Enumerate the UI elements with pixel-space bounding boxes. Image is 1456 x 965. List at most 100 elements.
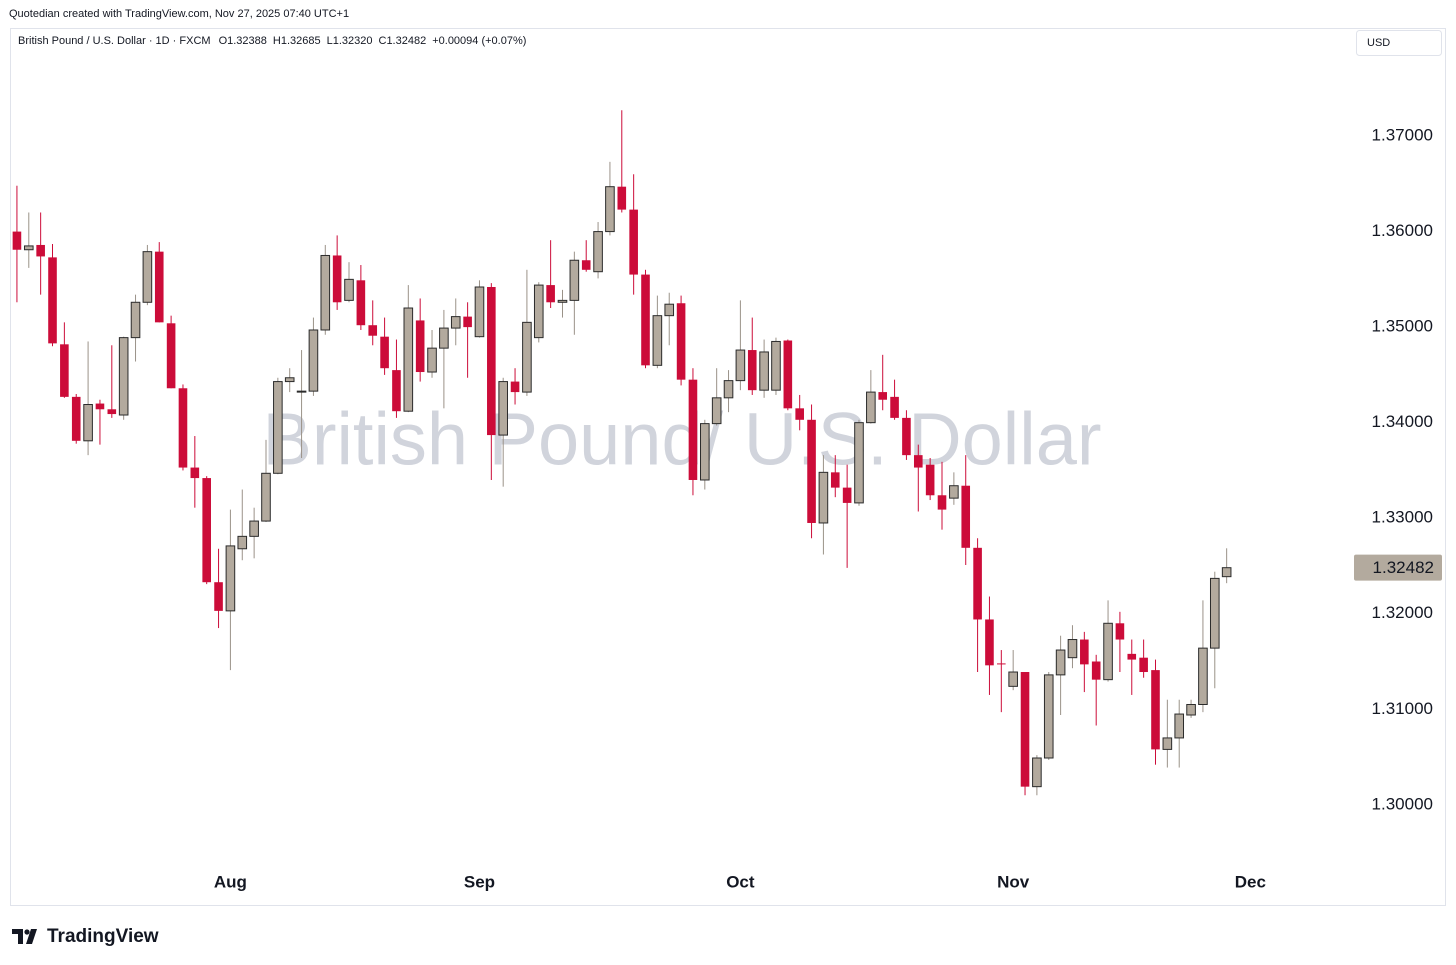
candle-body bbox=[557, 299, 568, 303]
candle-body bbox=[427, 347, 437, 373]
legend-value: O1.32388 bbox=[219, 35, 267, 47]
watermark: British Pound/ U.S. Dollar bbox=[262, 398, 1101, 481]
y-tick-label: 1.36000 bbox=[1372, 221, 1433, 240]
y-tick-label: 1.33000 bbox=[1372, 508, 1433, 527]
candle-body bbox=[296, 390, 307, 393]
candle-body bbox=[997, 663, 1006, 665]
candle-body bbox=[854, 422, 864, 504]
credit: Quotedian created with TradingView.com, … bbox=[9, 8, 349, 20]
logo-text: TradingView bbox=[47, 926, 159, 947]
candle-body bbox=[95, 403, 105, 410]
y-tick-label: 1.35000 bbox=[1372, 317, 1433, 336]
candle-body bbox=[1162, 737, 1173, 750]
candle-body bbox=[60, 344, 69, 397]
candle-body bbox=[1080, 639, 1089, 665]
ohlc-legend: O1.32388 H1.32685 L1.32320 C1.32482 +0.00094… bbox=[219, 35, 527, 47]
candle-body bbox=[23, 245, 34, 251]
candle-body bbox=[1198, 647, 1208, 705]
candle-body bbox=[474, 286, 485, 338]
candle-body bbox=[439, 327, 449, 349]
candle-body bbox=[878, 392, 888, 400]
x-tick-label: Dec bbox=[1235, 872, 1266, 891]
candle-body bbox=[225, 545, 236, 612]
candle-body bbox=[652, 315, 663, 366]
logo: TradingView bbox=[12, 926, 159, 947]
candle-body bbox=[487, 286, 496, 436]
candle-body bbox=[320, 254, 331, 331]
y-tick-label: 1.34000 bbox=[1372, 412, 1433, 431]
candle-body bbox=[107, 409, 117, 415]
candle-body bbox=[154, 251, 164, 323]
candle-body bbox=[759, 351, 769, 391]
candle-body bbox=[807, 419, 816, 523]
candle-body bbox=[641, 274, 650, 366]
legend-value: +0.00094 (+0.07%) bbox=[432, 35, 526, 47]
candle-body bbox=[581, 260, 591, 270]
candle-body bbox=[308, 329, 319, 392]
candle-body bbox=[546, 285, 555, 303]
candle-body bbox=[569, 259, 580, 301]
candle-body bbox=[961, 485, 971, 548]
candle-body bbox=[890, 396, 899, 418]
candle-body bbox=[415, 320, 425, 373]
candle-body bbox=[1186, 703, 1196, 716]
chart-frame bbox=[10, 28, 1446, 906]
candle-body bbox=[902, 417, 911, 456]
currency-button[interactable] bbox=[1356, 30, 1442, 56]
candle-body bbox=[688, 379, 698, 480]
candle-body bbox=[344, 278, 354, 301]
candle-body bbox=[1032, 757, 1042, 788]
candle-body bbox=[617, 186, 627, 210]
y-tick-label: 1.31000 bbox=[1372, 699, 1433, 718]
candle-body bbox=[392, 370, 401, 412]
x-tick-label: Nov bbox=[997, 872, 1030, 891]
logo-icon bbox=[12, 929, 37, 944]
candle-body bbox=[830, 472, 840, 488]
x-tick-label: Aug bbox=[214, 872, 247, 891]
candle-body bbox=[842, 487, 852, 503]
candle-body bbox=[605, 186, 615, 233]
logo-dot bbox=[24, 929, 30, 935]
candle-body bbox=[261, 472, 271, 522]
candle-body bbox=[593, 231, 603, 273]
candle-body bbox=[1020, 672, 1030, 787]
candle-body bbox=[676, 303, 686, 380]
candle-body bbox=[866, 391, 876, 424]
candle-body bbox=[118, 337, 129, 416]
last-price-label: 1.32482 bbox=[1373, 558, 1434, 577]
candle-body bbox=[985, 619, 994, 666]
candle-body bbox=[368, 325, 378, 336]
candle-body bbox=[332, 255, 342, 303]
candle-body bbox=[1174, 713, 1185, 739]
candle-body bbox=[1221, 567, 1232, 578]
candle-body bbox=[36, 244, 45, 257]
candle-body bbox=[522, 321, 532, 393]
candle-body bbox=[1067, 639, 1078, 659]
candle-body bbox=[925, 464, 935, 496]
candle-body bbox=[795, 408, 804, 420]
candle-body bbox=[949, 485, 959, 499]
candle-body bbox=[450, 316, 461, 329]
currency-label[interactable]: USD bbox=[1367, 37, 1390, 49]
candle-body bbox=[237, 535, 248, 550]
candle-body bbox=[356, 280, 366, 326]
candle-body bbox=[771, 340, 781, 391]
candle-body bbox=[284, 377, 295, 383]
candle-body bbox=[711, 397, 722, 425]
candle-body bbox=[1043, 674, 1054, 759]
candle-body bbox=[130, 301, 141, 339]
candle-body bbox=[973, 547, 982, 620]
candle-body bbox=[1139, 657, 1148, 673]
symbol-header: British Pound / U.S. Dollar · 1D · FXCM bbox=[18, 35, 211, 47]
candle-body bbox=[273, 381, 283, 474]
legend-value: L1.32320 bbox=[327, 35, 373, 47]
x-tick-label: Oct bbox=[726, 872, 755, 891]
candle-body bbox=[1091, 661, 1101, 680]
candle-body bbox=[190, 467, 200, 479]
candle-body bbox=[937, 495, 947, 510]
candle-body bbox=[498, 381, 508, 436]
candle-body bbox=[380, 336, 389, 369]
candle-body bbox=[913, 455, 923, 468]
